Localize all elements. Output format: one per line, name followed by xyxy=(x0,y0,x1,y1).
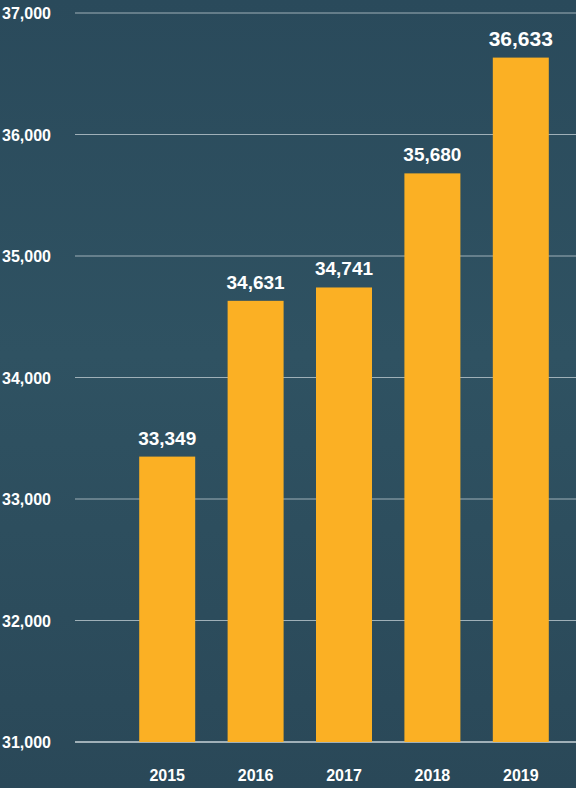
data-label: 34,741 xyxy=(315,258,374,279)
data-label: 36,633 xyxy=(489,27,553,50)
data-label: 33,349 xyxy=(138,428,196,449)
bar xyxy=(316,287,372,742)
chart: 31,000 32,000 33,000 34,000 35,000 36,000 37,0… xyxy=(0,0,576,788)
y-tick-label: 34,000 xyxy=(2,370,51,387)
bar xyxy=(228,301,284,742)
x-tick-label: 2018 xyxy=(415,767,451,784)
y-tick-label: 31,000 xyxy=(2,734,51,751)
data-label: 35,680 xyxy=(403,144,461,165)
bar xyxy=(139,457,195,742)
data-label: 34,631 xyxy=(227,272,286,293)
grid-line xyxy=(75,13,576,14)
y-tick-label: 35,000 xyxy=(2,248,51,265)
x-tick-label: 2016 xyxy=(238,767,274,784)
bar xyxy=(404,173,460,742)
y-tick-label: 33,000 xyxy=(2,491,51,508)
x-tick-label: 2015 xyxy=(149,767,185,784)
y-tick-label: 32,000 xyxy=(2,613,51,630)
x-tick-label: 2019 xyxy=(503,767,539,784)
y-tick-label: 37,000 xyxy=(2,5,51,22)
x-tick-label: 2017 xyxy=(326,767,362,784)
bar xyxy=(493,58,549,742)
y-tick-label: 36,000 xyxy=(2,127,51,144)
